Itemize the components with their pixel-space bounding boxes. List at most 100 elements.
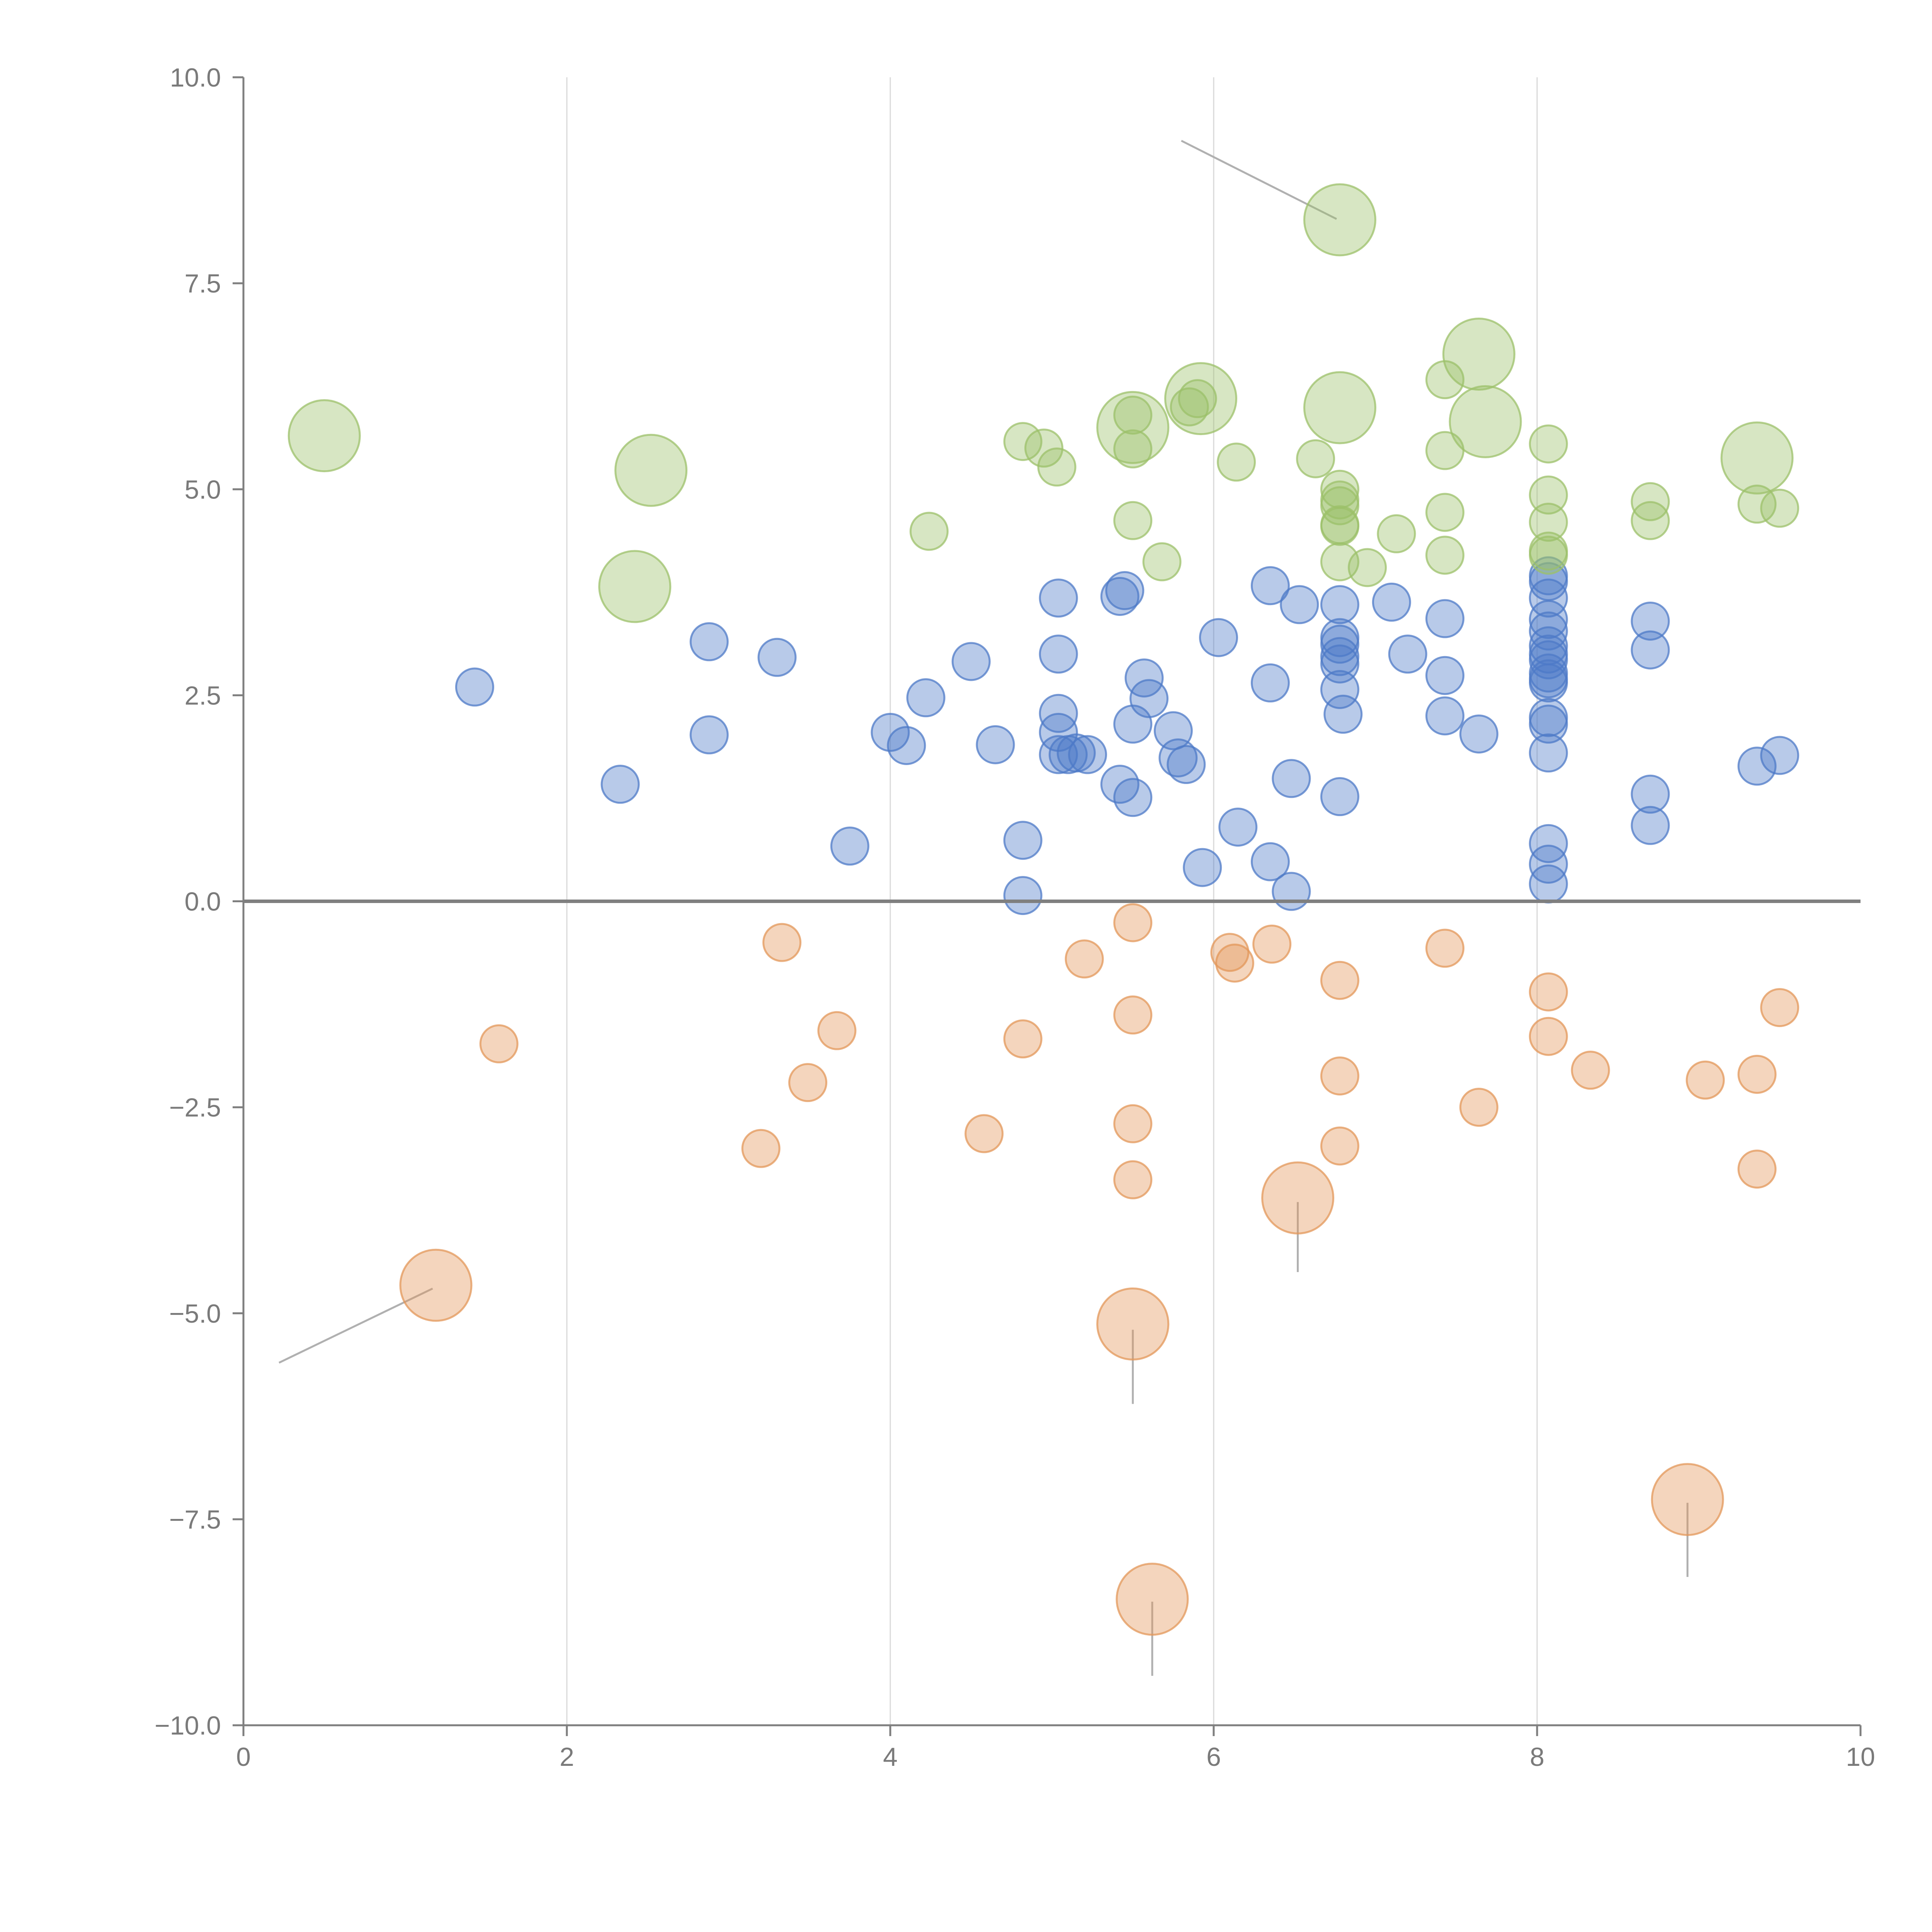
bubble-blue-point-75 <box>1737 747 1777 786</box>
bubble-blue-point-49 <box>1388 634 1427 674</box>
bubble-orange-point-23 <box>1685 1060 1725 1100</box>
bubble-blue-point-74 <box>1631 806 1670 845</box>
bubble-blue-point-42 <box>1320 624 1359 664</box>
x-tick-label-3: 6 <box>1206 1742 1221 1772</box>
bubble-orange-point-22 <box>1571 1051 1610 1090</box>
bubble-blue-point-13 <box>1039 578 1078 618</box>
y-tick-label-6: −5.0 <box>169 1299 221 1328</box>
bubble-green-point-7 <box>1142 542 1182 582</box>
bubble-green-point-3 <box>1037 447 1077 487</box>
bubble-blue-point-48 <box>1372 582 1411 622</box>
bubble-blue-point-10 <box>976 725 1015 764</box>
annotation-leader-0 <box>278 1287 433 1364</box>
bubble-blue-point-36 <box>1250 842 1290 881</box>
x-tick-label-1: 2 <box>560 1742 574 1772</box>
bubble-orange-point-3 <box>788 1063 828 1102</box>
bubble-green-point-22 <box>1425 493 1464 532</box>
bubble-green-large-7 <box>1442 318 1515 391</box>
x-tick-label-5: 10 <box>1846 1742 1875 1772</box>
bubble-blue-point-0 <box>455 667 494 707</box>
y-tick-label-3: 2.5 <box>184 681 221 710</box>
x-tick-label-0: 0 <box>236 1742 251 1772</box>
series-orange <box>399 903 1799 1636</box>
bubble-blue-point-66 <box>1529 704 1568 744</box>
y-tick-label-2: 5.0 <box>184 475 221 504</box>
bubble-orange-point-20 <box>1529 972 1568 1012</box>
bubble-blue-point-5 <box>830 827 869 866</box>
bubble-green-point-2 <box>1024 429 1064 468</box>
bubble-blue-point-21 <box>1100 577 1139 616</box>
bubble-blue-point-46 <box>1320 777 1359 816</box>
bubble-blue-point-73 <box>1631 774 1670 814</box>
bubble-orange-point-7 <box>1065 939 1104 979</box>
bubble-orange-point-6 <box>1003 1019 1043 1059</box>
bubble-orange-point-4 <box>817 1011 857 1050</box>
bubble-blue-point-25 <box>1113 778 1153 817</box>
bubble-orange-point-15 <box>1320 961 1359 1000</box>
bubble-blue-point-50 <box>1425 599 1464 638</box>
bubble-blue-point-39 <box>1280 585 1319 624</box>
bubble-orange-point-2 <box>762 923 802 962</box>
bubble-green-point-11 <box>1296 439 1335 478</box>
bubble-orange-large-4 <box>1651 1463 1724 1536</box>
bubble-blue-point-51 <box>1425 656 1464 695</box>
bubble-orange-point-24 <box>1737 1054 1777 1094</box>
bubble-orange-point-19 <box>1459 1088 1498 1127</box>
bubble-blue-point-35 <box>1250 663 1290 702</box>
bubble-green-point-24 <box>1529 424 1568 464</box>
bubble-orange-point-13 <box>1215 943 1254 983</box>
bubble-blue-point-56 <box>1529 578 1568 618</box>
bubble-blue-point-22 <box>1105 571 1145 611</box>
bubble-green-point-26 <box>1529 503 1568 542</box>
bubble-orange-point-12 <box>1210 933 1250 972</box>
bubble-orange-large-0 <box>399 1248 473 1322</box>
bubble-blue-point-69 <box>1529 845 1568 884</box>
y-tick-label-4: 0.0 <box>184 887 221 917</box>
bubble-green-point-8 <box>1170 387 1209 427</box>
bubble-orange-point-1 <box>741 1129 781 1168</box>
bubble-orange-point-0 <box>479 1024 519 1063</box>
bubble-green-point-32 <box>1760 488 1799 528</box>
bubble-blue-point-20 <box>1068 735 1107 774</box>
bubble-blue-point-8 <box>906 678 946 718</box>
bubble-orange-large-2 <box>1116 1563 1189 1636</box>
bubble-green-large-1 <box>598 550 672 623</box>
y-tick-label-5: −2.5 <box>169 1093 221 1122</box>
axis-ticks: 0 2 4 6 8 10 10.0 7.5 5.0 2.5 0.0 −2.5 −5.0 −7.5 −10.0 <box>155 63 1875 1772</box>
bubble-orange-point-26 <box>1760 988 1799 1027</box>
bubble-green-point-0 <box>909 512 949 551</box>
x-tick-label-4: 8 <box>1530 1742 1544 1772</box>
bubble-green-large-9 <box>1720 421 1794 495</box>
series-blue <box>455 556 1799 915</box>
bubble-green-point-25 <box>1529 475 1568 515</box>
bubble-green-large-5 <box>1303 183 1376 257</box>
bubble-green-point-4 <box>1113 395 1153 435</box>
bubble-blue-point-70 <box>1529 864 1568 904</box>
bubble-green-large-3 <box>1096 391 1170 464</box>
bubbles <box>287 183 1799 1636</box>
bubble-green-point-1 <box>1003 422 1043 461</box>
y-tick-label-0: 10.0 <box>170 63 221 92</box>
bubble-blue-point-1 <box>600 765 640 804</box>
bubble-blue-point-47 <box>1323 694 1363 734</box>
bubble-orange-large-1 <box>1096 1287 1170 1361</box>
bubble-green-point-6 <box>1113 501 1153 540</box>
y-tick-label-7: −7.5 <box>169 1505 221 1534</box>
x-tick-label-2: 4 <box>883 1742 898 1772</box>
bubble-blue-point-76 <box>1760 736 1799 775</box>
annotation-leader-5 <box>1181 139 1337 220</box>
bubble-green-large-0 <box>287 399 361 473</box>
bubble-green-point-28 <box>1529 536 1568 575</box>
bubble-green-large-6 <box>1303 371 1376 444</box>
bubble-orange-point-18 <box>1425 929 1464 968</box>
bubble-orange-point-25 <box>1737 1150 1777 1189</box>
bubble-orange-point-11 <box>1113 1160 1153 1199</box>
bubble-blue-point-33 <box>1218 808 1258 847</box>
bubble-orange-point-9 <box>1113 995 1153 1035</box>
bubble-blue-point-11 <box>1003 821 1043 860</box>
bubble-orange-point-8 <box>1113 903 1153 942</box>
bubble-blue-point-9 <box>951 642 991 681</box>
bubble-blue-point-38 <box>1272 872 1311 911</box>
bubble-green-point-18 <box>1348 548 1387 587</box>
